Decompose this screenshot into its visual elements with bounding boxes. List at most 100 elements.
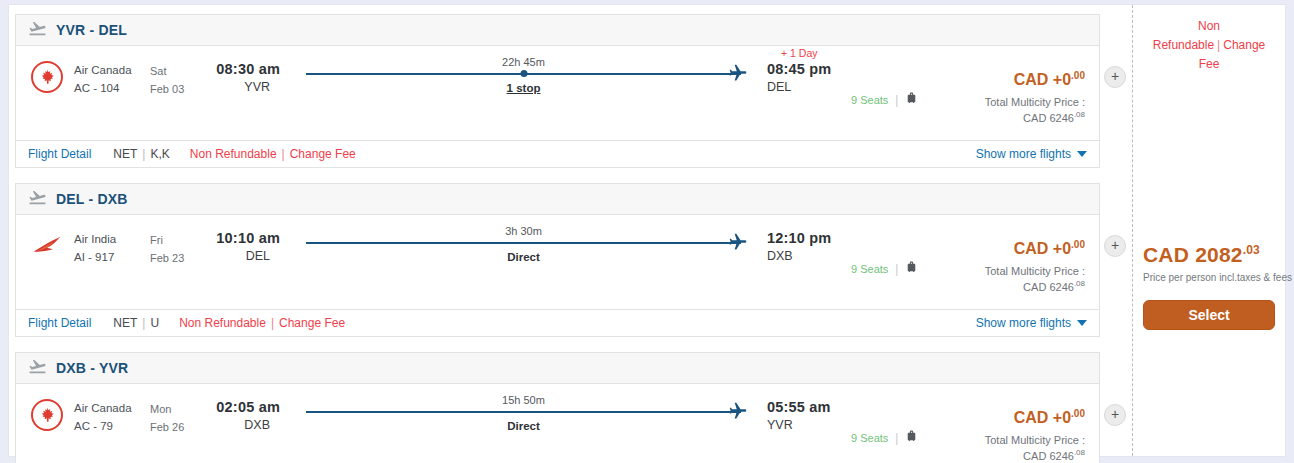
segment-header: DEL - DXB: [16, 184, 1099, 215]
segment-card-dxb-yvr: DXB - YVR Air Canada AC - 79 Mon Feb 26: [15, 352, 1100, 463]
departure-day: Mon: [150, 401, 200, 419]
total-price-value: CAD 6246.08: [925, 448, 1085, 462]
chevron-down-icon: [1077, 320, 1087, 326]
separator: |: [895, 262, 898, 276]
luggage-icon[interactable]: [905, 260, 918, 278]
seats-left: 9 Seats: [851, 94, 888, 106]
stop-dot: [520, 70, 527, 77]
expand-fares-button[interactable]: +: [1104, 404, 1126, 426]
segment-body: Air India AI - 917 Fri Feb 23 10:10 am D…: [16, 215, 1099, 309]
luggage-icon[interactable]: [905, 91, 918, 109]
departure-time: 08:30 am: [200, 61, 280, 77]
segment-footer: Flight Detail NET|K,K Non Refundable|Cha…: [16, 140, 1099, 167]
plane-takeoff-icon: [28, 358, 47, 378]
luggage-icon[interactable]: [905, 429, 918, 447]
segment-row: YVR - DEL Air Canada AC - 104 Sat Feb 03: [15, 14, 1130, 168]
segment-price: CAD +0.00: [925, 70, 1085, 89]
refund-terms: Non Refundable|Change Fee: [190, 147, 356, 161]
fare-option-panel: YVR - DEL Air Canada AC - 104 Sat Feb 03: [8, 4, 1286, 457]
total-price-value: CAD 6246.08: [925, 279, 1085, 293]
fare-basis: NET|U: [113, 316, 159, 330]
flight-detail-link[interactable]: Flight Detail: [28, 316, 91, 330]
sidebar-refund-note: Non Refundable|Change Fee: [1143, 17, 1275, 75]
chevron-down-icon: [1077, 151, 1087, 157]
seats-block: 9 Seats |: [851, 246, 925, 293]
arrival-block: 12:10 pm DXB: [767, 230, 851, 293]
departure-block: 08:30 am YVR: [200, 61, 280, 124]
flight-number: AI - 917: [74, 249, 150, 267]
expand-fares-button[interactable]: +: [1104, 66, 1126, 88]
total-price-label: Total Multicity Price :: [925, 265, 1085, 277]
plane-takeoff-icon: [28, 189, 47, 209]
flight-detail-link[interactable]: Flight Detail: [28, 147, 91, 161]
flight-number: AC - 104: [74, 80, 150, 98]
seats-left: 9 Seats: [851, 432, 888, 444]
change-fee-link[interactable]: Change Fee: [279, 316, 345, 330]
segment-body: Air Canada AC - 79 Mon Feb 26 02:05 am D…: [16, 384, 1099, 463]
segment-row: DXB - YVR Air Canada AC - 79 Mon Feb 26: [15, 352, 1130, 463]
departure-date-value: Feb 23: [150, 250, 200, 268]
departure-date-value: Feb 03: [150, 81, 200, 99]
airline-name: Air Canada: [74, 400, 150, 418]
segment-card-yvr-del: YVR - DEL Air Canada AC - 104 Sat Feb 03: [15, 14, 1100, 168]
change-fee-link[interactable]: Change Fee: [290, 147, 356, 161]
price-sidebar: Non Refundable|Change Fee CAD 2082.03 Pr…: [1132, 5, 1285, 456]
plane-right-icon: [728, 63, 748, 83]
total-price-label: Total Multicity Price :: [925, 434, 1085, 446]
arrival-airport: DEL: [767, 80, 851, 94]
segment-row: DEL - DXB Air India AI - 917 Fri Feb 23: [15, 183, 1130, 337]
departure-time: 02:05 am: [200, 399, 280, 415]
non-refundable-link[interactable]: Non Refundable: [1153, 19, 1220, 52]
airline-name: Air Canada: [74, 62, 150, 80]
seats-block: 9 Seats |: [851, 77, 925, 124]
flight-duration: 15h 50m: [306, 394, 741, 406]
separator: |: [895, 431, 898, 445]
departure-date: Sat Feb 03: [150, 63, 200, 124]
airline-info: Air Canada AC - 79: [74, 400, 150, 462]
arrival-time: 12:10 pm: [767, 230, 851, 246]
select-button[interactable]: Select: [1143, 300, 1275, 330]
price-block: CAD +0.00 Total Multicity Price : CAD 62…: [925, 408, 1085, 462]
plus-day-note: + 1 Day: [781, 47, 817, 59]
non-refundable-link[interactable]: Non Refundable: [190, 147, 277, 161]
show-more-flights-link[interactable]: Show more flights: [976, 147, 1087, 161]
flight-line: 3h 30m Direct: [280, 225, 767, 293]
flight-number: AC - 79: [74, 418, 150, 436]
departure-day: Fri: [150, 232, 200, 250]
air-canada-logo: [30, 398, 64, 432]
segment-body: Air Canada AC - 104 Sat Feb 03 08:30 am …: [16, 46, 1099, 140]
fare-basis: NET|K,K: [113, 147, 169, 161]
plus-column: +: [1100, 183, 1130, 337]
route-label: YVR - DEL: [56, 22, 127, 38]
segment-price: CAD +0.00: [925, 239, 1085, 258]
departure-airport: DEL: [200, 249, 280, 263]
departure-time: 10:10 am: [200, 230, 280, 246]
flight-line: 15h 50m Direct: [280, 394, 767, 462]
flight-duration: 3h 30m: [306, 225, 741, 237]
airline-name: Air India: [74, 231, 150, 249]
air-canada-logo: [30, 60, 64, 94]
plane-right-icon: [728, 401, 748, 421]
departure-block: 02:05 am DXB: [200, 399, 280, 462]
airline-info: Air India AI - 917: [74, 231, 150, 293]
seats-block: 9 Seats |: [851, 415, 925, 462]
airline-info: Air Canada AC - 104: [74, 62, 150, 124]
route-label: DEL - DXB: [56, 191, 128, 207]
plus-column: +: [1100, 352, 1130, 463]
departure-date-value: Feb 26: [150, 419, 200, 437]
arrival-airport: DXB: [767, 249, 851, 263]
flight-duration: 22h 45m: [306, 56, 741, 68]
air-india-logo: [30, 229, 64, 263]
price-block: CAD +0.00 Total Multicity Price : CAD 62…: [925, 70, 1085, 124]
non-refundable-link[interactable]: Non Refundable: [179, 316, 266, 330]
plane-right-icon: [728, 232, 748, 252]
segment-price: CAD +0.00: [925, 408, 1085, 427]
stops-link[interactable]: 1 stop: [306, 82, 741, 94]
expand-fares-button[interactable]: +: [1104, 235, 1126, 257]
departure-airport: YVR: [200, 80, 280, 94]
arrival-block: 05:55 am YVR: [767, 399, 851, 462]
refund-terms: Non Refundable|Change Fee: [179, 316, 345, 330]
arrival-time: 08:45 pm: [767, 61, 851, 77]
seats-left: 9 Seats: [851, 263, 888, 275]
show-more-flights-link[interactable]: Show more flights: [976, 316, 1087, 330]
